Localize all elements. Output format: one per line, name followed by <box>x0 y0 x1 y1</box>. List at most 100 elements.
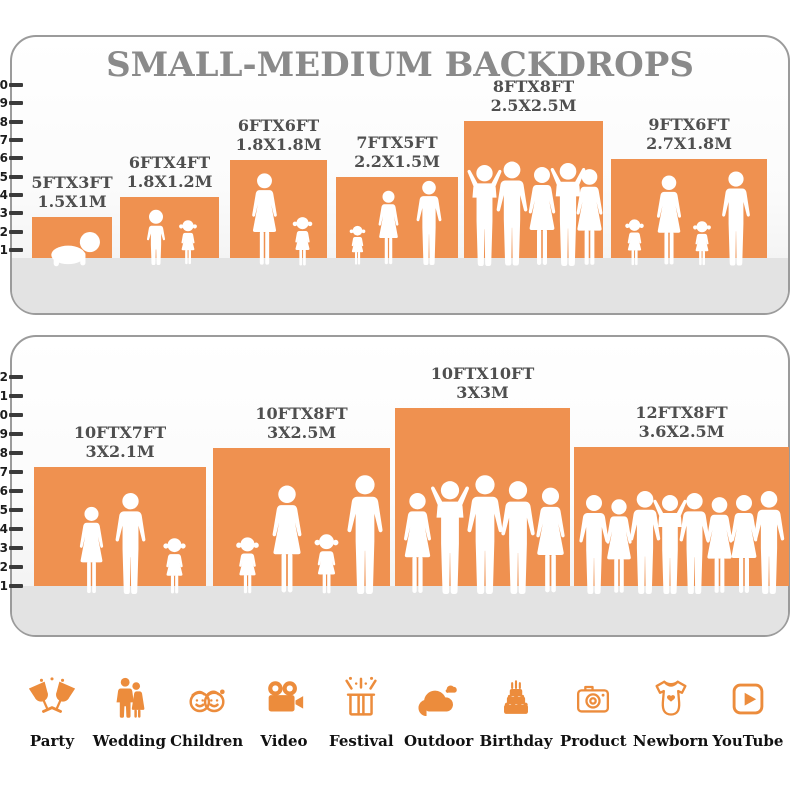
people-silhouette <box>467 161 603 266</box>
people-silhouette <box>579 491 785 594</box>
floor-strip <box>12 586 788 635</box>
category-newborn: Newborn <box>632 662 709 750</box>
tick-dash <box>9 394 23 398</box>
ruler-tick-8: 8 <box>0 446 23 460</box>
tick-dash <box>9 527 23 531</box>
people-silhouette <box>79 493 186 594</box>
people-silhouette <box>625 171 750 266</box>
category-label: YouTube <box>712 732 784 750</box>
ruler-tick-6: 6 <box>0 151 23 165</box>
tick-dash <box>9 248 23 252</box>
tick-dash <box>9 508 23 512</box>
people-silhouette <box>51 232 100 267</box>
category-party: Party <box>16 662 88 750</box>
size-label-12x8: 12FTX8FT 3.6X2.5M <box>635 402 728 442</box>
size-label-10x8: 10FTX8FT 3X2.5M <box>255 403 348 443</box>
size-label-10x7: 10FTX7FT 3X2.1M <box>73 422 167 462</box>
ruler-tick-4: 4 <box>0 522 23 536</box>
ruler-tick-3: 3 <box>0 206 23 220</box>
people-silhouette <box>236 475 383 594</box>
category-product: Product <box>557 662 629 750</box>
product-icon <box>577 685 610 713</box>
ruler-tick-5: 5 <box>0 503 23 517</box>
ruler-tick-8: 8 <box>0 115 23 129</box>
people-silhouette <box>252 173 313 266</box>
tick-dash <box>9 584 23 588</box>
category-label: Children <box>170 732 244 750</box>
ruler-tick-10: 10 <box>0 78 23 92</box>
category-label: Birthday <box>479 732 553 750</box>
category-row: Party Wedding <box>16 662 784 750</box>
size-label-5x3: 5FTX3FT 1.5X1M <box>31 172 113 212</box>
panel-medium-backdrops: 12 11 10 9 8 7 6 5 4 3 2 1 10FTX7FT3X2.1… <box>0 335 790 637</box>
category-label: Party <box>29 732 75 750</box>
category-children: Children <box>170 662 244 750</box>
backdrop-bar-10x7ft: 10FTX7FT 3X2.1M <box>34 423 206 594</box>
ruler-tick-5: 5 <box>0 170 23 184</box>
category-video: Video <box>248 662 320 750</box>
people-silhouette <box>349 180 442 265</box>
panel-small-backdrops: SMALL-MEDIUM BACKDROPS 10 9 8 7 6 5 4 3 … <box>0 35 790 315</box>
category-wedding: Wedding <box>93 662 166 750</box>
size-label-7x5: 7FTX5FT 2.2X1.5M <box>354 132 440 172</box>
ruler-tick-2: 2 <box>0 225 23 239</box>
ruler-tick-10: 10 <box>0 408 23 422</box>
tick-dash <box>9 120 23 124</box>
backdrop-bar-9x6ft: 9FTX6FT 2.7X1.8M <box>611 115 767 266</box>
birthday-icon <box>503 680 528 714</box>
ruler-tick-7: 7 <box>0 133 23 147</box>
people-silhouette <box>146 209 197 265</box>
ruler-tick-12: 12 <box>0 370 23 384</box>
page-title: SMALL-MEDIUM BACKDROPS <box>106 45 694 85</box>
backdrop-bar-8x8ft: 8FTX8FT 2.5X2.5M <box>464 77 603 266</box>
tick-dash <box>9 211 23 215</box>
ruler-tick-11: 11 <box>0 389 23 403</box>
ruler-tick-6: 6 <box>0 484 23 498</box>
tick-dash <box>9 138 23 142</box>
ruler-tick-1: 1 <box>0 579 23 593</box>
category-label: Outdoor <box>403 732 474 750</box>
size-label-6x4: 6FTX4FT 1.8X1.2M <box>126 152 213 192</box>
tick-dash <box>9 546 23 550</box>
size-label-6x6: 6FTX6FT 1.8X1.8M <box>235 115 322 155</box>
ruler-tick-9: 9 <box>0 427 23 441</box>
party-icon <box>29 677 75 713</box>
tick-dash <box>9 489 23 493</box>
tick-dash <box>9 101 23 105</box>
backdrop-bar-10x8ft: 10FTX8FT 3X2.5M <box>213 404 390 594</box>
ruler-tick-4: 4 <box>0 188 23 202</box>
category-birthday: Birthday <box>479 662 553 750</box>
ruler-tick-1: 1 <box>0 243 23 257</box>
wedding-icon <box>116 677 145 718</box>
tick-dash <box>9 470 23 474</box>
tick-dash <box>9 565 23 569</box>
ruler-tick-9: 9 <box>0 96 23 110</box>
newborn-icon <box>655 680 687 716</box>
backdrop-bar-10x10ft: 10FTX10FT 3X3M <box>395 364 570 594</box>
youtube-icon <box>732 683 764 715</box>
tick-dash <box>9 413 23 417</box>
festival-icon <box>345 676 377 716</box>
ruler-tick-7: 7 <box>0 465 23 479</box>
tick-dash <box>9 83 23 87</box>
tick-dash <box>9 156 23 160</box>
backdrop-bar-6x6ft: 6FTX6FT 1.8X1.8M <box>230 116 327 266</box>
tick-dash <box>9 193 23 197</box>
ruler-tick-3: 3 <box>0 541 23 555</box>
backdrop-bar-7x5ft: 7FTX5FT 2.2X1.5M <box>336 133 458 265</box>
outdoor-icon <box>418 685 457 717</box>
size-label-8x8: 8FTX8FT 2.5X2.5M <box>490 76 577 116</box>
backdrop-bar-12x8ft: 12FTX8FT 3.6X2.5M <box>574 403 789 594</box>
backdrop-bar-6x4ft: 6FTX4FT 1.8X1.2M <box>120 153 219 265</box>
tick-dash <box>9 230 23 234</box>
category-outdoor: Outdoor <box>403 662 475 750</box>
category-label: Newborn <box>632 732 709 750</box>
backdrop-bar-5x3ft: 5FTX3FT 1.5X1M <box>31 173 113 267</box>
tick-dash <box>9 432 23 436</box>
tick-dash <box>9 451 23 455</box>
children-icon <box>189 689 225 713</box>
category-label: Video <box>260 732 308 750</box>
category-festival: Festival <box>325 662 397 750</box>
size-label-10x10: 10FTX10FT 3X3M <box>430 363 535 403</box>
size-label-9x6: 9FTX6FT 2.7X1.8M <box>646 114 732 154</box>
